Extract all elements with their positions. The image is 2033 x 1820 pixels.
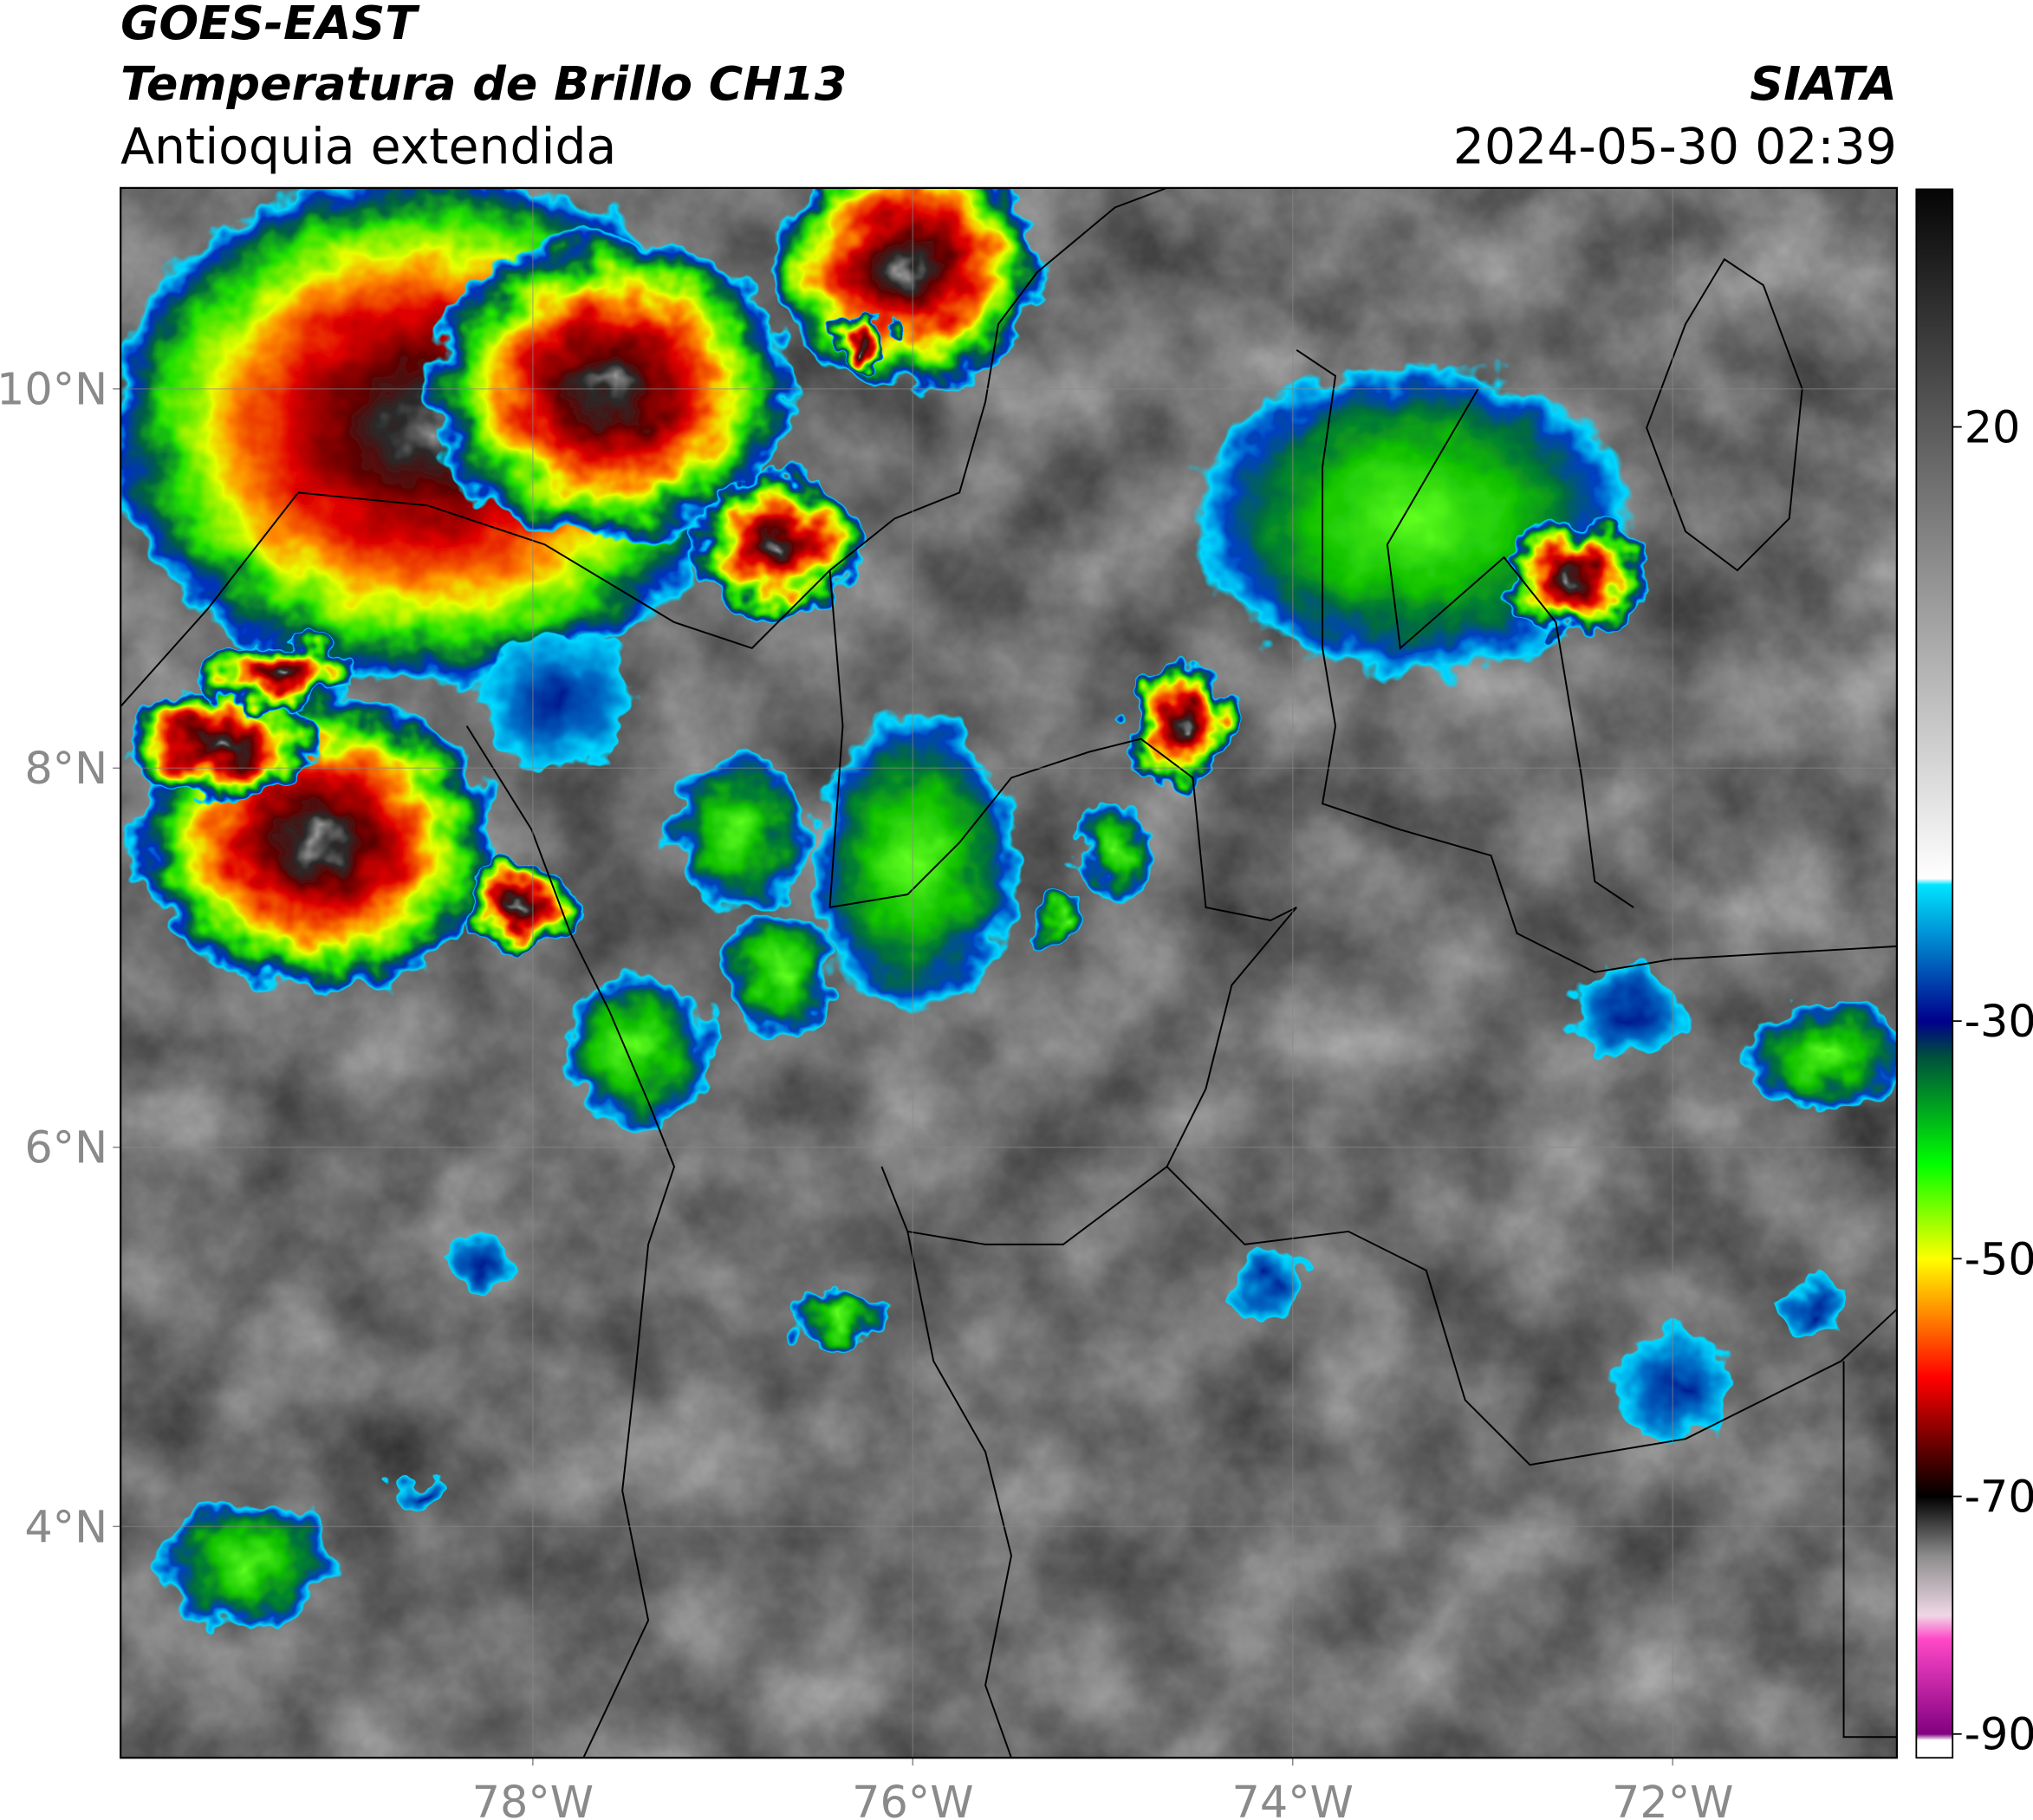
y-tick-label: 6°N [24, 1122, 107, 1173]
colorbar-frame [1915, 188, 1954, 1759]
y-tick-label: 10°N [0, 364, 107, 415]
colorbar-segment [1916, 1556, 1953, 1616]
colorbar-segment [1916, 1258, 1953, 1319]
border [1166, 1166, 1897, 1466]
storm-cell [443, 1231, 516, 1297]
source: SIATA [1750, 56, 1897, 111]
boundaries [120, 187, 1897, 1758]
colorbar-segment [1916, 884, 1953, 1022]
colorbar-segment [1916, 1317, 1953, 1378]
border [906, 1231, 1013, 1758]
x-tick-label: 74°W [1232, 1777, 1354, 1820]
border [1296, 349, 1897, 973]
colorbar-segment [1916, 1739, 1953, 1758]
colorbar-tick-label: 20 [1965, 402, 2021, 453]
colorbar-segment [1916, 1615, 1953, 1640]
storm-cell [834, 317, 891, 370]
colorbar-tick-label: -50 [1965, 1233, 2033, 1284]
storm-cell [1504, 518, 1647, 635]
colorbar-tick-label: -90 [1965, 1709, 2033, 1760]
x-tick-label: 72°W [1612, 1777, 1733, 1820]
colorbar-segment [1916, 1496, 1953, 1557]
storm-cell [667, 751, 811, 908]
colorbar-segment [1916, 878, 1953, 885]
colorbar-segment [1916, 1448, 1953, 1498]
x-tick-label: 78°W [472, 1777, 594, 1820]
title: GOES-EAST [120, 0, 420, 50]
y-tick-label: 4°N [24, 1501, 107, 1552]
storm-cell [810, 712, 1018, 1011]
colorbar-tick-label: -70 [1965, 1472, 2033, 1523]
storm-cell [1783, 1283, 1848, 1336]
colorbar-segment [1916, 1021, 1953, 1057]
x-tick-label: 76°W [852, 1777, 973, 1820]
storm-cell [1125, 663, 1235, 789]
colorbar-segment [1916, 1639, 1953, 1735]
storm-cell [479, 634, 636, 765]
storm-cell [200, 634, 357, 713]
storm-cell [382, 1475, 448, 1507]
storm-cell [1747, 1002, 1897, 1111]
y-tick-label: 8°N [24, 743, 107, 794]
colorbar-segment [1916, 1163, 1953, 1259]
storm-cell [557, 972, 713, 1128]
subtitle: Temperatura de Brillo CH13 [120, 56, 847, 111]
border [1386, 388, 1634, 908]
datetime: 2024-05-30 02:39 [1453, 118, 1897, 175]
storm-cell [1075, 796, 1154, 901]
storm-cell [123, 686, 318, 804]
storm-cell [460, 861, 577, 953]
coastline [120, 187, 1167, 707]
storm-cell [790, 1287, 890, 1345]
map-frame [120, 186, 1899, 1759]
colorbar-segment [1916, 1733, 1953, 1741]
storm-cell [1224, 1238, 1303, 1316]
lake [1646, 257, 1803, 572]
colorbar-segment [1916, 1377, 1953, 1450]
colorbar-tick-label: -30 [1965, 996, 2033, 1047]
map-image [120, 187, 1897, 1758]
colorbar-segment [1916, 189, 1953, 880]
storm-cell [693, 472, 862, 616]
border [828, 570, 1297, 1245]
colorbar-segment [1916, 1056, 1953, 1165]
storm-cell [719, 907, 837, 1037]
border [1842, 1361, 1897, 1739]
storm-cell [1564, 964, 1690, 1058]
storm-cell [1034, 897, 1092, 944]
region: Antioquia extendida [120, 118, 616, 175]
storm-cell [771, 187, 1044, 389]
grid [113, 187, 1897, 1766]
coastline [465, 725, 676, 1758]
storm-cell [162, 1497, 331, 1628]
colorbar: 20 -30 -50 -70 -90 [1916, 189, 2033, 1760]
